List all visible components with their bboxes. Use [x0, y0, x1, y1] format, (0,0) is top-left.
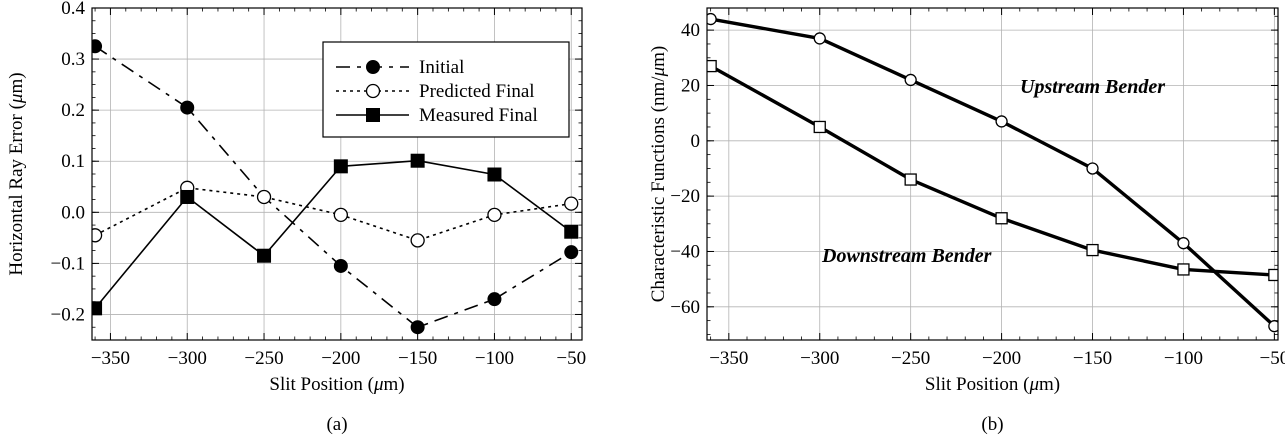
data-point — [564, 245, 579, 260]
data-point — [92, 39, 103, 54]
y-axis-label: Characteristic Functions (nm/μm) — [648, 46, 669, 303]
x-tick-label: −250 — [244, 348, 283, 369]
y-tick-label: −20 — [670, 186, 700, 207]
data-point — [180, 100, 195, 115]
data-point — [410, 233, 425, 248]
data-point — [487, 292, 502, 307]
series-line-2 — [94, 159, 572, 309]
series-line-0 — [710, 17, 1276, 328]
data-point — [333, 207, 348, 223]
y-tick-label: −60 — [670, 297, 700, 318]
x-tick-label: −300 — [800, 348, 839, 369]
data-point — [813, 32, 826, 45]
data-point — [1086, 162, 1099, 175]
data-point — [1268, 268, 1278, 282]
x-axis-label: Slit Position (μm) — [925, 374, 1060, 395]
x-tick-label: −50 — [556, 348, 586, 369]
data-point — [487, 207, 502, 223]
data-point — [333, 258, 348, 273]
y-tick-label: 0.2 — [61, 100, 85, 121]
data-point — [1086, 243, 1099, 257]
y-tick-label: −40 — [670, 241, 700, 262]
x-tick-label: −200 — [982, 348, 1021, 369]
data-point — [180, 189, 195, 204]
data-point — [410, 153, 425, 168]
data-point — [995, 212, 1008, 225]
data-point — [256, 189, 272, 205]
x-tick-label: −250 — [891, 348, 930, 369]
data-point — [904, 173, 917, 186]
legend-swatch-marker — [366, 60, 380, 74]
y-tick-label: 0.1 — [61, 151, 85, 172]
x-tick-label: −350 — [709, 348, 748, 369]
y-tick-label: −0.1 — [51, 253, 85, 274]
data-point — [564, 224, 579, 239]
data-point — [707, 59, 717, 73]
legend-swatch-marker — [365, 83, 381, 99]
x-axis-label: Slit Position (μm) — [269, 374, 404, 395]
x-tick-label: −100 — [475, 348, 514, 369]
chart-panel-b: −350 −300 −250 −200 −150 −100 −50−60−40−200204… — [648, 7, 1285, 435]
legend-entry: Initial — [419, 57, 464, 78]
legend: Initial Predicted Final Measured Final — [322, 41, 570, 138]
legend-entry: Measured Final — [419, 105, 538, 126]
data-point — [995, 115, 1008, 128]
x-tick-label: −100 — [1164, 348, 1203, 369]
data-point — [1177, 237, 1190, 250]
y-tick-label: 40 — [681, 20, 700, 41]
grid — [707, 8, 1278, 340]
x-tick-label: −200 — [321, 348, 360, 369]
data-point — [487, 167, 502, 182]
plot-frame — [706, 7, 1279, 341]
data-point — [1268, 320, 1278, 333]
data-point — [92, 228, 103, 243]
y-tick-label: 0 — [691, 131, 701, 152]
data-point — [904, 73, 917, 87]
ticks: −350 −300 −250 −200 −150 −100 −50−60−40−200204… — [670, 8, 1285, 369]
panel-label: (a) — [326, 414, 347, 435]
data-point — [257, 248, 272, 263]
data-point — [92, 301, 103, 316]
data-point — [333, 159, 348, 174]
y-tick-label: 0.4 — [61, 0, 85, 19]
x-tick-label: −50 — [1260, 348, 1285, 369]
data-point — [813, 120, 826, 134]
x-tick-label: −300 — [168, 348, 207, 369]
panel-label: (b) — [981, 414, 1003, 435]
y-tick-label: 0.3 — [61, 49, 85, 70]
series-label: Upstream Bender — [1020, 76, 1165, 98]
series-group — [92, 39, 579, 335]
y-tick-label: 20 — [681, 75, 700, 96]
legend-entry: Predicted Final — [419, 81, 535, 102]
series-line-1 — [709, 64, 1275, 277]
y-axis-label: Horizontal Ray Error (μm) — [6, 72, 27, 275]
legend-swatch-marker — [366, 108, 380, 122]
series-group — [707, 12, 1278, 333]
x-tick-label: −150 — [398, 348, 437, 369]
data-point — [1177, 263, 1190, 276]
ticks: −350 −300 −250 −200 −150 −100 −50 −0.2 −0.1 0.0 0.… — [51, 0, 587, 369]
plot-frame — [91, 7, 583, 341]
data-point — [564, 196, 579, 211]
legend-box — [322, 41, 570, 138]
y-tick-label: −0.2 — [51, 304, 85, 325]
data-point — [410, 320, 425, 335]
data-point — [707, 12, 717, 26]
x-tick-label: −350 — [91, 348, 130, 369]
y-tick-label: 0.0 — [61, 202, 85, 223]
x-tick-label: −150 — [1073, 348, 1112, 369]
chart-panel-a: −350 −300 −250 −200 −150 −100 −50 −0.2 −0.1 0.0 0.… — [6, 0, 586, 435]
series-label: Downstream Bender — [821, 245, 992, 267]
